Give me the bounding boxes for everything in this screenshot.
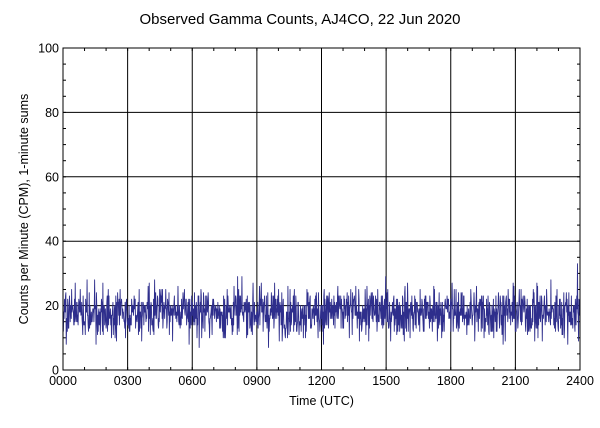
- x-tick-label: 0600: [178, 374, 206, 388]
- y-tick-label: 20: [45, 299, 59, 313]
- x-tick-label: 0000: [49, 374, 77, 388]
- x-tick-label: 1200: [308, 374, 336, 388]
- y-tick-label: 100: [38, 42, 59, 56]
- plot-frame: [62, 47, 581, 371]
- y-axis-label: Counts per Minute (CPM), 1-minute sums: [17, 93, 31, 325]
- x-tick-label: 1800: [437, 374, 465, 388]
- x-tick-label: 1500: [372, 374, 400, 388]
- series-line: [62, 263, 581, 348]
- x-tick-label: 2100: [501, 374, 529, 388]
- chart-title: Observed Gamma Counts, AJ4CO, 22 Jun 202…: [139, 11, 461, 28]
- y-tick-label: 40: [45, 235, 59, 249]
- x-axis-label: Time (UTC): [289, 394, 354, 408]
- y-tick-label: 60: [45, 170, 59, 184]
- y-tick-label: 0: [52, 364, 59, 378]
- x-tick-label: 2400: [566, 374, 594, 388]
- x-tick-label: 0300: [114, 374, 142, 388]
- y-tick-label: 80: [45, 106, 59, 120]
- x-tick-label: 0900: [243, 374, 271, 388]
